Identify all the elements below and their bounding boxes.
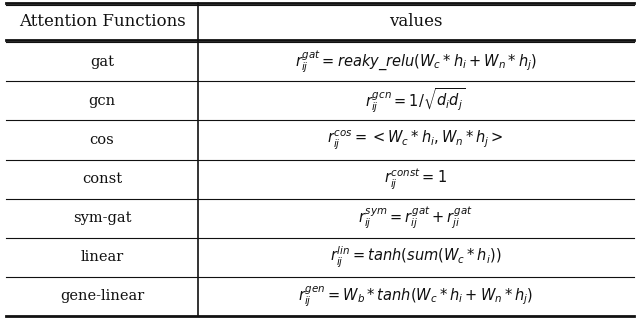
Text: linear: linear (81, 250, 124, 264)
Text: const: const (82, 172, 122, 186)
Text: cos: cos (90, 133, 115, 147)
Text: gat: gat (90, 55, 114, 69)
Text: sym-gat: sym-gat (73, 211, 131, 225)
Text: $r_{ij}^{gen} = W_b * tanh(W_c * h_i + W_n * h_j)$: $r_{ij}^{gen} = W_b * tanh(W_c * h_i + W… (298, 284, 533, 308)
Text: gcn: gcn (88, 94, 116, 108)
Text: $r_{ij}^{cos} =< W_c * h_i, W_n * h_j >$: $r_{ij}^{cos} =< W_c * h_i, W_n * h_j >$ (327, 129, 504, 152)
Text: $r_{ij}^{lin} = tanh(sum(W_c * h_i))$: $r_{ij}^{lin} = tanh(sum(W_c * h_i))$ (330, 245, 501, 270)
Text: $r_{ij}^{gcn} = 1/\sqrt{d_i d_j}$: $r_{ij}^{gcn} = 1/\sqrt{d_i d_j}$ (365, 87, 466, 115)
Text: $r_{ij}^{gat} = reaky\_relu(W_c * h_i + W_n * h_j)$: $r_{ij}^{gat} = reaky\_relu(W_c * h_i + … (294, 48, 536, 75)
Text: gene-linear: gene-linear (60, 289, 144, 303)
Text: $r_{ij}^{const} = 1$: $r_{ij}^{const} = 1$ (384, 167, 447, 192)
Text: values: values (389, 13, 442, 30)
Text: $r_{ij}^{sym} = r_{ij}^{gat} + r_{ji}^{gat}$: $r_{ij}^{sym} = r_{ij}^{gat} + r_{ji}^{g… (358, 205, 473, 231)
Text: Attention Functions: Attention Functions (19, 13, 186, 30)
